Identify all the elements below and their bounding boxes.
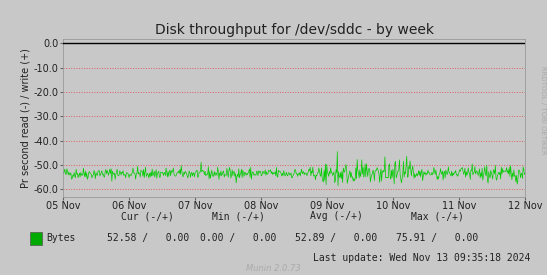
Text: Min (-/+): Min (-/+) — [212, 211, 264, 221]
Text: 0.00 /   0.00: 0.00 / 0.00 — [200, 233, 276, 243]
Text: Avg (-/+): Avg (-/+) — [310, 211, 363, 221]
Title: Disk throughput for /dev/sddc - by week: Disk throughput for /dev/sddc - by week — [154, 23, 434, 37]
Text: Munin 2.0.73: Munin 2.0.73 — [246, 264, 301, 273]
Text: 52.89 /   0.00: 52.89 / 0.00 — [295, 233, 377, 243]
Y-axis label: Pr second read (-) / write (+): Pr second read (-) / write (+) — [21, 48, 31, 188]
Text: Max (-/+): Max (-/+) — [411, 211, 464, 221]
Text: Cur (-/+): Cur (-/+) — [121, 211, 174, 221]
Text: 75.91 /   0.00: 75.91 / 0.00 — [397, 233, 479, 243]
Text: Last update: Wed Nov 13 09:35:18 2024: Last update: Wed Nov 13 09:35:18 2024 — [313, 253, 531, 263]
Text: Bytes: Bytes — [46, 233, 76, 243]
Text: 52.58 /   0.00: 52.58 / 0.00 — [107, 233, 189, 243]
Text: RRDTOOL / TOBI OETIKER: RRDTOOL / TOBI OETIKER — [540, 66, 546, 154]
